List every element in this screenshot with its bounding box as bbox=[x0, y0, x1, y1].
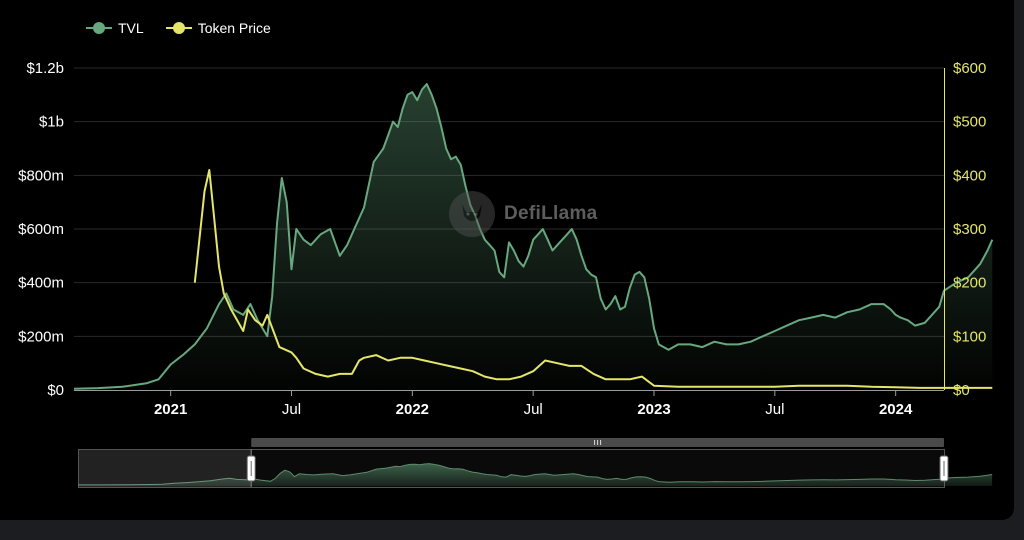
tvl-legend-icon bbox=[86, 21, 112, 35]
y-right-tick-label: $600 bbox=[953, 60, 986, 77]
legend: TVL Token Price bbox=[86, 18, 293, 38]
x-tick-label: Jul bbox=[765, 401, 784, 418]
slider-unselected-mask bbox=[79, 450, 252, 487]
y-left-tick-label: $200m bbox=[18, 328, 64, 345]
y-left-tick-label: $1b bbox=[39, 114, 64, 131]
grip-handle-icon[interactable] bbox=[594, 440, 602, 445]
y-left-tick-label: $1.2b bbox=[26, 60, 64, 77]
y-right-tick-label: $0 bbox=[953, 382, 970, 399]
y-right-tick-label: $500 bbox=[953, 114, 986, 131]
x-tick-label: 2021 bbox=[154, 401, 187, 418]
slider-preview-line bbox=[78, 463, 993, 486]
grip-line bbox=[600, 440, 602, 445]
legend-item-tvl[interactable]: TVL bbox=[86, 20, 144, 36]
tvl-line bbox=[73, 83, 994, 390]
legend-label-token-price: Token Price bbox=[197, 20, 271, 36]
token-price-legend-icon bbox=[165, 21, 192, 35]
y-left-tick-label: $0 bbox=[47, 382, 64, 399]
watermark: DefiLlama bbox=[448, 190, 598, 238]
y-right-tick-label: $100 bbox=[953, 328, 986, 345]
y-left-tick-label: $600m bbox=[18, 221, 64, 238]
llama-logo-icon bbox=[449, 191, 495, 237]
grip-line bbox=[594, 440, 596, 445]
chart-panel: TVL Token Price $0 $200m $400m $600m $800m $1… bbox=[0, 0, 1014, 520]
y-right-tick-label: $300 bbox=[953, 221, 986, 238]
x-tick-label: Jul bbox=[524, 401, 543, 418]
y-left-tick-label: $400m bbox=[18, 275, 64, 292]
grip-line bbox=[597, 440, 599, 445]
y-left-tick-label: $800m bbox=[18, 167, 64, 184]
x-tick-label: Jul bbox=[282, 401, 301, 418]
y-right-tick-label: $200 bbox=[953, 275, 986, 292]
x-tick-label: 2023 bbox=[637, 401, 670, 418]
series bbox=[73, 83, 994, 390]
y-right-tick-label: $400 bbox=[953, 167, 986, 184]
chart-svg: $0 $200m $400m $600m $800m $1b $1.2b $0 $100 $200… bbox=[18, 60, 994, 488]
axes: $0 $200m $400m $600m $800m $1b $1.2b $0 $100 $200… bbox=[18, 60, 986, 418]
legend-item-token-price[interactable]: Token Price bbox=[165, 20, 271, 36]
token-price-line bbox=[193, 169, 993, 389]
tvl-area bbox=[74, 84, 993, 390]
watermark-text: DefiLlama bbox=[504, 203, 598, 224]
x-tick-label: 2022 bbox=[396, 401, 429, 418]
legend-label-tvl: TVL bbox=[118, 20, 144, 36]
range-slider[interactable] bbox=[78, 438, 993, 488]
x-tick-label: 2024 bbox=[879, 401, 913, 418]
